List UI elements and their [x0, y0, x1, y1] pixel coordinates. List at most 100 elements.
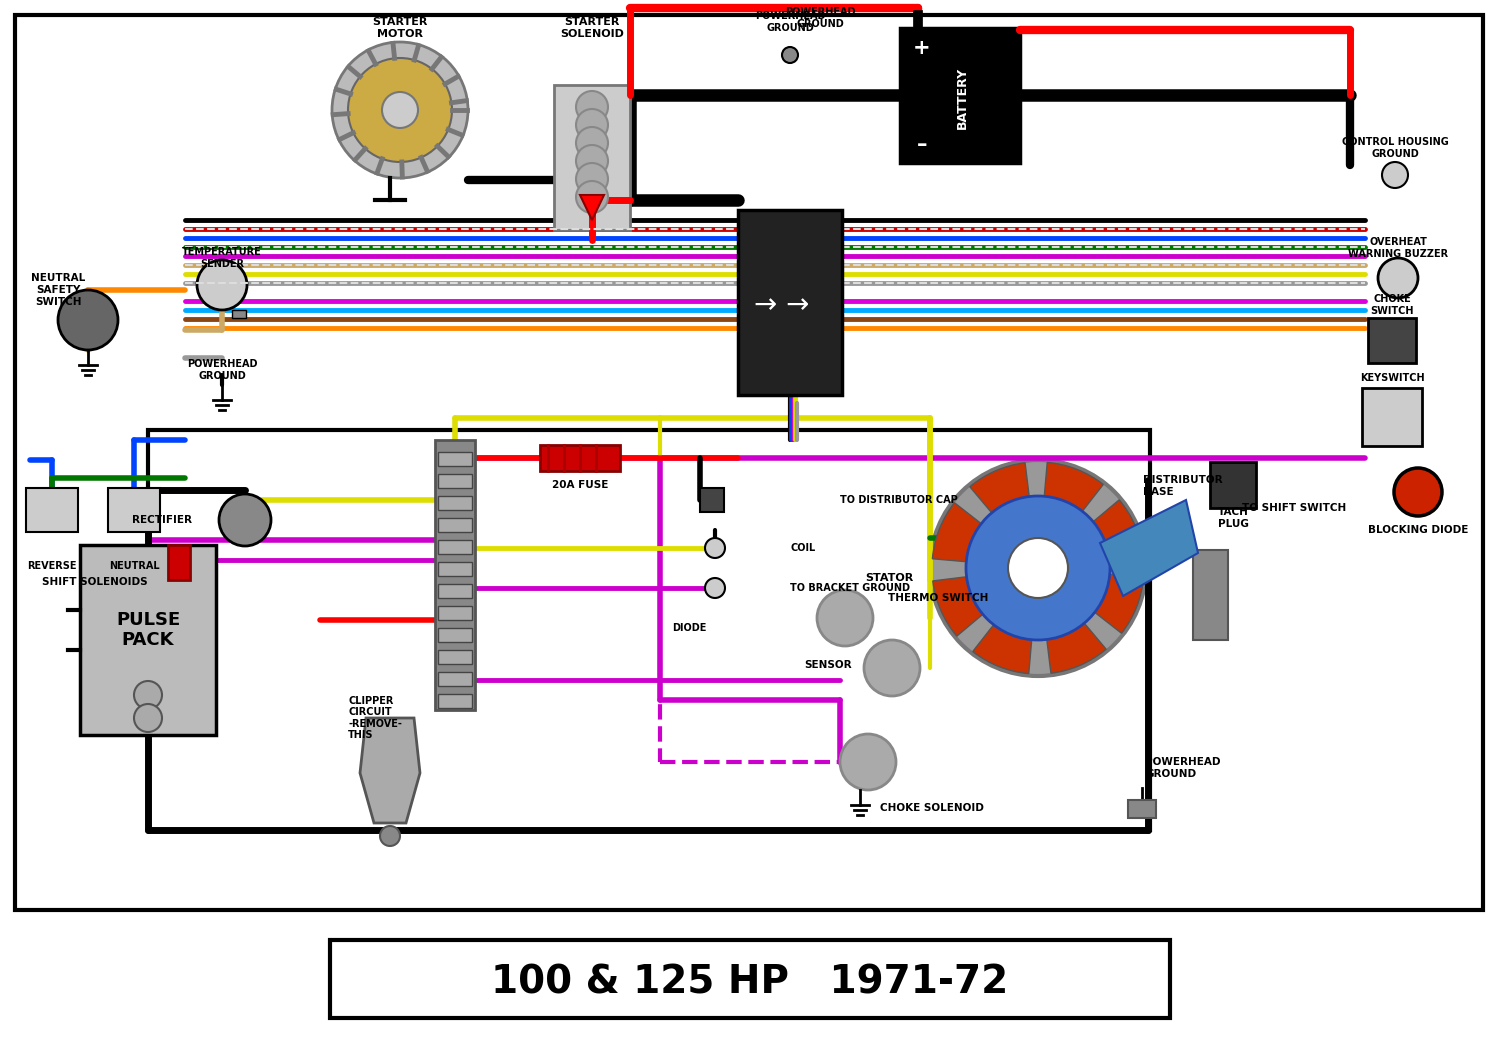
Bar [438, 540, 472, 554]
Text: POWERHEAD
GROUND: POWERHEAD GROUND [1144, 758, 1221, 779]
Bar [148, 429, 1150, 830]
Bar [438, 694, 472, 709]
Circle shape [134, 704, 162, 732]
Bar [438, 518, 472, 532]
Bar [438, 650, 472, 664]
Bar [1192, 550, 1228, 640]
Text: POWERHEAD
GROUND: POWERHEAD GROUND [188, 359, 258, 380]
Circle shape [348, 59, 452, 162]
Bar [1362, 388, 1422, 446]
Wedge shape [1038, 462, 1104, 568]
Bar [438, 562, 472, 576]
Text: TO DISTRIBUTOR CAP: TO DISTRIBUTOR CAP [840, 495, 958, 505]
Circle shape [1008, 538, 1068, 598]
Text: +: + [914, 38, 932, 59]
Wedge shape [933, 568, 1038, 636]
Text: SENSOR: SENSOR [804, 660, 852, 670]
Wedge shape [972, 568, 1038, 674]
Circle shape [705, 578, 724, 598]
Text: DIODE: DIODE [672, 623, 706, 633]
Bar [438, 672, 472, 686]
Text: STARTER
SOLENOID: STARTER SOLENOID [560, 17, 624, 39]
Text: → →: → → [754, 291, 810, 319]
Bar [330, 940, 1170, 1018]
Text: BATTERY: BATTERY [956, 67, 969, 130]
Bar [435, 440, 476, 710]
Bar [438, 474, 472, 488]
Text: CHOKE
SWITCH: CHOKE SWITCH [1371, 295, 1413, 316]
Circle shape [1394, 468, 1441, 516]
Polygon shape [1100, 500, 1198, 596]
Text: TO SHIFT SWITCH: TO SHIFT SWITCH [1242, 503, 1347, 513]
Bar [554, 85, 630, 230]
Bar [108, 488, 160, 532]
Circle shape [380, 826, 400, 846]
Text: TACH
PLUG: TACH PLUG [1218, 507, 1248, 529]
Text: POWERHEAD
GROUND: POWERHEAD GROUND [754, 11, 825, 32]
Text: REVERSE: REVERSE [27, 561, 76, 571]
Circle shape [705, 538, 724, 558]
Bar [438, 584, 472, 598]
Bar [1210, 462, 1255, 508]
Wedge shape [970, 463, 1038, 568]
Text: STATOR: STATOR [864, 573, 913, 583]
Text: BLOCKING DIODE: BLOCKING DIODE [1368, 525, 1468, 535]
Bar [540, 445, 620, 471]
Circle shape [219, 494, 272, 545]
Bar [438, 606, 472, 620]
Bar [80, 545, 216, 735]
Text: PULSE
PACK: PULSE PACK [116, 610, 180, 649]
Wedge shape [933, 503, 1038, 568]
Text: –: – [916, 135, 927, 155]
Circle shape [576, 163, 608, 195]
Text: DISTRIBUTOR
BASE: DISTRIBUTOR BASE [1143, 475, 1222, 496]
Circle shape [864, 640, 919, 696]
Circle shape [576, 181, 608, 213]
Text: RECTIFIER: RECTIFIER [132, 515, 192, 525]
Circle shape [1378, 258, 1417, 298]
Text: CLIPPER
CIRCUIT
-REMOVE-
THIS: CLIPPER CIRCUIT -REMOVE- THIS [348, 696, 402, 741]
Circle shape [966, 496, 1110, 640]
Circle shape [1382, 162, 1408, 188]
Bar [15, 15, 1484, 910]
Circle shape [382, 92, 418, 127]
Text: NEUTRAL: NEUTRAL [108, 561, 159, 571]
Text: THERMO SWITCH: THERMO SWITCH [888, 593, 989, 603]
Bar [1128, 800, 1156, 818]
Text: 100 & 125 HP   1971-72: 100 & 125 HP 1971-72 [492, 963, 1008, 1001]
Bar [438, 496, 472, 510]
Text: COIL: COIL [790, 543, 816, 553]
Text: POWERHEAD
GROUND: POWERHEAD GROUND [784, 7, 855, 29]
Circle shape [58, 291, 118, 350]
Circle shape [576, 91, 608, 123]
Polygon shape [360, 718, 420, 823]
Circle shape [576, 109, 608, 141]
Bar [700, 488, 724, 512]
Circle shape [332, 42, 468, 178]
Circle shape [576, 145, 608, 177]
Bar [1368, 318, 1416, 363]
Bar [26, 488, 78, 532]
Bar [438, 452, 472, 466]
Circle shape [134, 681, 162, 709]
Bar [438, 628, 472, 642]
Text: 20A FUSE: 20A FUSE [552, 480, 608, 490]
Circle shape [576, 127, 608, 159]
Circle shape [818, 590, 873, 646]
Bar [900, 28, 1020, 163]
Circle shape [196, 260, 248, 310]
Text: TEMPERATURE
SENDER: TEMPERATURE SENDER [182, 248, 262, 269]
Circle shape [840, 734, 896, 790]
Bar [168, 545, 190, 580]
Circle shape [782, 47, 798, 63]
Text: OVERHEAT
WARNING BUZZER: OVERHEAT WARNING BUZZER [1348, 237, 1448, 259]
Text: STARTER
MOTOR: STARTER MOTOR [372, 17, 427, 39]
Circle shape [930, 460, 1146, 676]
Wedge shape [1038, 500, 1143, 568]
Text: TO BRACKET GROUND: TO BRACKET GROUND [790, 583, 910, 593]
Text: NEUTRAL
SAFETY
SWITCH: NEUTRAL SAFETY SWITCH [32, 274, 86, 306]
Text: KEYSWITCH: KEYSWITCH [1359, 373, 1425, 384]
Text: CONTROL HOUSING
GROUND: CONTROL HOUSING GROUND [1341, 137, 1449, 159]
Text: CHOKE SOLENOID: CHOKE SOLENOID [880, 803, 984, 813]
Bar [738, 210, 842, 395]
